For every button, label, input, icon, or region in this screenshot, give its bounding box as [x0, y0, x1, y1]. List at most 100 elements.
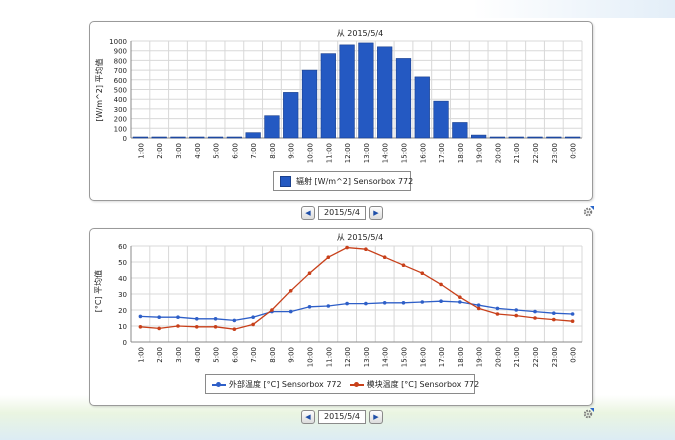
x-tick-label: 17:00 — [438, 143, 446, 163]
x-tick-label: 18:00 — [457, 347, 465, 367]
data-point — [533, 309, 537, 314]
chevron-left-icon: ◀ — [305, 413, 311, 421]
bar — [170, 136, 186, 139]
y-tick-label: 700 — [114, 67, 127, 75]
bar — [283, 92, 299, 139]
data-point — [194, 325, 199, 329]
data-point — [288, 309, 293, 314]
x-tick-label: 4:00 — [194, 347, 202, 363]
y-tick-label: 100 — [114, 125, 127, 133]
y-tick-label: 30 — [118, 291, 127, 299]
chart-title: 从 2015/5/4 — [337, 233, 383, 242]
bar — [301, 69, 318, 139]
data-point — [232, 327, 237, 331]
x-tick-label: 21:00 — [513, 143, 521, 163]
legend[interactable]: 外部温度 [°C] Sensorbox 772 模块温度 [°C] Sensor… — [205, 374, 479, 394]
x-tick-label: 11:00 — [325, 143, 333, 163]
x-tick-label: 22:00 — [532, 143, 540, 163]
settings-gear-icon[interactable] — [582, 205, 594, 217]
legend-label: 辐射 [W/m^2] Sensorbox 772 — [296, 176, 414, 186]
x-tick-label: 9:00 — [288, 143, 296, 159]
bar — [414, 76, 430, 139]
bar — [489, 136, 506, 139]
data-point — [270, 308, 274, 312]
x-tick-label: 8:00 — [269, 143, 277, 159]
data-point — [345, 245, 349, 250]
data-point — [138, 314, 143, 319]
legend[interactable]: 辐射 [W/m^2] Sensorbox 772 — [273, 171, 414, 191]
y-tick-label: 10 — [118, 323, 127, 331]
x-tick-label: 13:00 — [363, 143, 371, 163]
bar — [471, 134, 487, 139]
y-axis-label: [°C] 平均值 — [93, 270, 103, 312]
x-tick-label: 14:00 — [382, 143, 390, 163]
next-day-button[interactable]: ▶ — [369, 410, 383, 424]
data-point — [157, 326, 161, 331]
bar — [452, 122, 468, 139]
data-point — [213, 317, 218, 321]
legend-item-outside-temp[interactable]: 外部温度 [°C] Sensorbox 772 — [212, 379, 342, 390]
data-point — [382, 255, 387, 259]
x-tick-label: 6:00 — [231, 347, 239, 363]
data-point — [514, 308, 519, 312]
data-point — [401, 263, 406, 267]
x-tick-label: 7:00 — [250, 143, 258, 159]
data-point — [326, 304, 331, 308]
x-tick-label: 2:00 — [156, 347, 164, 363]
y-tick-label: 400 — [114, 96, 127, 104]
data-point — [326, 255, 331, 259]
legend-item-radiation[interactable]: 辐射 [W/m^2] Sensorbox 772 — [280, 175, 414, 187]
x-axis-ticks: 1:00 2:00 3:00 4:00 5:00 6:00 7:00 8:00 9:00 10:0… — [137, 347, 577, 367]
data-point — [251, 322, 255, 327]
data-point — [420, 271, 425, 275]
legend-swatch — [349, 380, 364, 389]
x-tick-label: 1:00 — [137, 143, 145, 159]
background-top-band — [0, 0, 675, 18]
x-tick-label: 0:00 — [570, 143, 578, 159]
date-field[interactable] — [318, 410, 366, 424]
data-point — [345, 301, 349, 306]
bar — [151, 136, 167, 139]
temperature-chart-panel: 从 2015/5/4 [°C] 平均值 0 10 20 30 40 50 60 1:00 2:… — [89, 228, 593, 406]
previous-day-button[interactable]: ◀ — [301, 410, 315, 424]
x-tick-label: 14:00 — [382, 347, 390, 367]
y-axis-ticks: 0 10 20 30 40 50 60 — [118, 243, 127, 347]
bar — [320, 53, 336, 139]
data-point — [458, 300, 462, 304]
previous-day-button[interactable]: ◀ — [301, 206, 315, 220]
y-tick-label: 1000 — [109, 38, 127, 46]
x-tick-label: 18:00 — [457, 143, 465, 163]
x-tick-label: 6:00 — [231, 143, 239, 159]
x-tick-label: 3:00 — [175, 347, 183, 363]
x-tick-label: 23:00 — [551, 347, 559, 367]
data-point — [288, 289, 293, 293]
line-series — [138, 245, 575, 331]
y-tick-label: 300 — [114, 106, 127, 114]
data-point — [476, 303, 481, 307]
data-point — [307, 305, 312, 309]
settings-gear-icon[interactable] — [582, 407, 594, 419]
x-tick-label: 11:00 — [325, 347, 333, 367]
y-tick-label: 0 — [123, 339, 127, 347]
x-tick-label: 12:00 — [344, 143, 352, 163]
next-day-button[interactable]: ▶ — [369, 206, 383, 220]
x-tick-label: 9:00 — [288, 347, 296, 363]
data-point — [232, 318, 237, 323]
x-tick-label: 10:00 — [307, 347, 315, 367]
legend-item-module-temp[interactable]: 模块温度 [°C] Sensorbox 772 — [349, 379, 479, 390]
data-point — [364, 301, 368, 306]
data-point — [476, 306, 481, 311]
bar — [564, 136, 581, 139]
bar — [527, 136, 543, 139]
data-point — [138, 325, 143, 329]
data-point — [420, 300, 425, 304]
y-axis-label: [W/m^2] 平均值 — [94, 59, 104, 122]
bar — [433, 100, 449, 139]
bar — [339, 44, 355, 139]
x-tick-label: 15:00 — [400, 143, 408, 163]
data-point — [533, 316, 537, 320]
x-tick-label: 0:00 — [570, 347, 578, 363]
bar — [226, 136, 242, 139]
x-tick-label: 19:00 — [476, 347, 484, 367]
date-field[interactable] — [318, 206, 366, 220]
